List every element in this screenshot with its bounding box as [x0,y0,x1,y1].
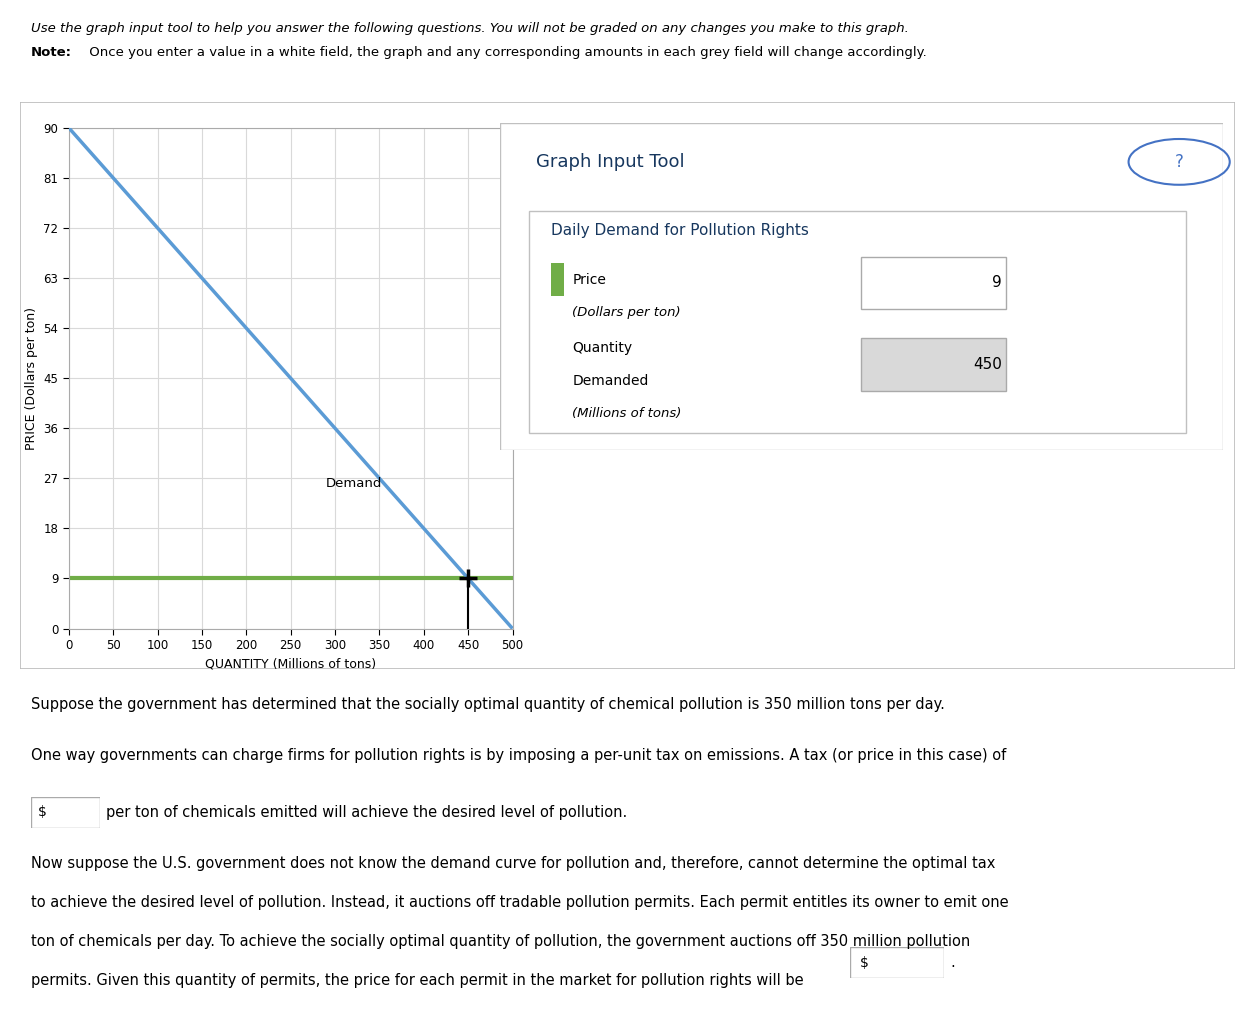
FancyBboxPatch shape [850,947,944,978]
Text: .: . [950,956,955,970]
FancyBboxPatch shape [550,264,564,296]
Text: Quantity: Quantity [572,341,632,356]
Text: permits. Given this quantity of permits, the price for each permit in the market: permits. Given this quantity of permits,… [31,973,804,988]
Text: ton of chemicals per day. To achieve the socially optimal quantity of pollution,: ton of chemicals per day. To achieve the… [31,934,970,949]
Text: Daily Demand for Pollution Rights: Daily Demand for Pollution Rights [550,223,809,238]
Text: Once you enter a value in a white field, the graph and any corresponding amounts: Once you enter a value in a white field,… [85,46,926,59]
Text: Note:: Note: [31,46,72,59]
Text: 450: 450 [974,357,1002,372]
Text: Demand: Demand [326,477,382,491]
Text: per ton of chemicals emitted will achieve the desired level of pollution.: per ton of chemicals emitted will achiev… [106,805,628,820]
FancyBboxPatch shape [861,338,1006,390]
Text: ?: ? [1175,153,1184,171]
Y-axis label: PRICE (Dollars per ton): PRICE (Dollars per ton) [25,307,38,450]
Text: Graph Input Tool: Graph Input Tool [536,153,685,171]
FancyBboxPatch shape [529,211,1186,433]
Text: to achieve the desired level of pollution. Instead, it auctions off tradable pol: to achieve the desired level of pollutio… [31,895,1009,911]
Text: 9: 9 [992,275,1002,290]
Text: One way governments can charge firms for pollution rights is by imposing a per-u: One way governments can charge firms for… [31,748,1006,763]
FancyBboxPatch shape [861,257,1006,309]
Text: Use the graph input tool to help you answer the following questions. You will no: Use the graph input tool to help you ans… [31,22,909,36]
FancyBboxPatch shape [20,102,1235,669]
FancyBboxPatch shape [31,797,100,828]
Text: Price: Price [572,273,606,286]
X-axis label: QUANTITY (Millions of tons): QUANTITY (Millions of tons) [205,657,376,670]
Text: (Millions of tons): (Millions of tons) [572,407,681,420]
FancyBboxPatch shape [500,123,1222,450]
Text: $: $ [860,956,869,970]
Text: Suppose the government has determined that the socially optimal quantity of chem: Suppose the government has determined th… [31,697,945,712]
Text: (Dollars per ton): (Dollars per ton) [572,306,681,319]
Text: Demanded: Demanded [572,374,649,388]
Text: $: $ [39,805,48,820]
Text: Now suppose the U.S. government does not know the demand curve for pollution and: Now suppose the U.S. government does not… [31,856,995,872]
